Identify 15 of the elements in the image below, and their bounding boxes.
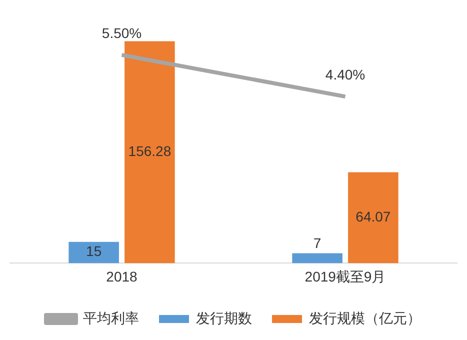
x-tick-label: 2018 [106,268,138,284]
x-tick-label: 2019截至9月 [304,268,386,284]
bar [68,242,119,264]
bar [348,172,398,264]
data-label: 4.40% [325,66,366,82]
bar [292,253,342,264]
legend-label: 发行规模（亿元） [309,310,421,326]
legend-label: 平均利率 [83,310,139,326]
data-label: 15 [86,242,102,259]
data-label: 7 [313,235,322,252]
data-label: 156.28 [128,143,172,160]
bar [124,41,175,264]
legend-label: 发行期数 [196,310,252,326]
data-label: 64.07 [356,208,391,225]
data-label: 5.50% [102,24,142,41]
